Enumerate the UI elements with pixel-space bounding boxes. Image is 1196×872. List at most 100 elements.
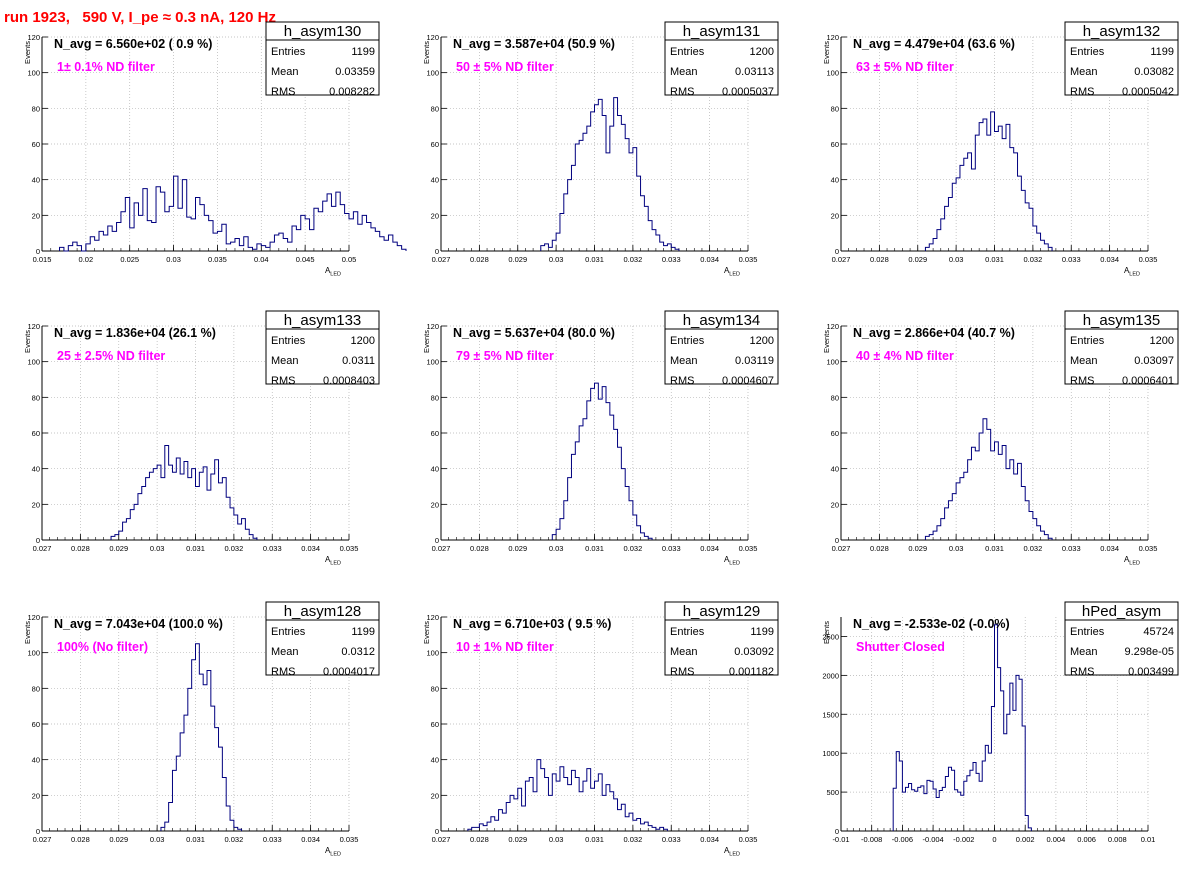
x-tick-label: 0.034 <box>301 544 320 553</box>
y-tick-label: 0 <box>36 536 40 545</box>
x-tick-label: 0.034 <box>700 835 719 844</box>
histogram-panel-h_asym135: 0.027 0.028 0.029 0.03 0.031 0.032 0.033 0.034 0… <box>822 310 1179 567</box>
x-tick-label: -0.004 <box>922 835 943 844</box>
stats-box <box>1064 601 1179 676</box>
y-tick-label: 60 <box>831 140 839 149</box>
x-tick-label: 0.033 <box>662 255 681 264</box>
x-tick-label: -0.006 <box>892 835 913 844</box>
stats-value: 0.0008403 <box>323 375 375 387</box>
y-axis-title: Events <box>422 41 431 64</box>
y-tick-label: 20 <box>431 500 439 509</box>
x-axis-title: ALED <box>1124 555 1140 567</box>
y-axis-title: Events <box>422 621 431 644</box>
stats-value: 0.03359 <box>335 66 375 78</box>
stats-label: RMS <box>1070 375 1094 387</box>
stats-label: Mean <box>271 646 299 658</box>
x-tick-label: 0.031 <box>186 544 205 553</box>
stats-value: 1200 <box>1150 335 1174 347</box>
x-tick-label: 0.035 <box>739 544 758 553</box>
y-tick-label: 0 <box>835 536 839 545</box>
y-tick-label: 40 <box>431 465 439 474</box>
filter-label: Shutter Closed <box>856 640 945 654</box>
histogram-panel-h_asym130: 0.015 0.02 0.025 0.03 0.035 0.04 0.045 0.05 0 20 4… <box>23 21 407 278</box>
y-tick-label: 100 <box>426 649 439 658</box>
y-tick-label: 80 <box>431 684 439 693</box>
x-tick-label: 0.035 <box>208 255 227 264</box>
y-tick-label: 80 <box>431 104 439 113</box>
y-tick-label: 120 <box>426 33 439 42</box>
stats-value: 0.0312 <box>341 646 375 658</box>
y-tick-label: 40 <box>32 756 40 765</box>
y-tick-label: 0 <box>435 827 439 836</box>
stats-label: Mean <box>1070 355 1098 367</box>
y-tick-label: 120 <box>27 322 40 331</box>
histogram-panel-h_asym134: 0.027 0.028 0.029 0.03 0.031 0.032 0.033 0.034 0… <box>422 310 779 567</box>
y-tick-label: 60 <box>32 429 40 438</box>
stats-label: Mean <box>271 355 299 367</box>
stats-value: 0.003499 <box>1128 666 1174 678</box>
y-tick-label: 100 <box>426 358 439 367</box>
x-tick-label: 0.025 <box>120 255 139 264</box>
y-tick-label: 20 <box>431 211 439 220</box>
x-tick-label: 0.032 <box>1023 255 1042 264</box>
x-tick-label: 0.01 <box>1141 835 1156 844</box>
x-tick-label: 0.006 <box>1077 835 1096 844</box>
x-tick-label: 0.027 <box>832 544 851 553</box>
stats-label: Entries <box>271 46 306 58</box>
y-tick-label: 2500 <box>822 632 839 641</box>
stats-label: Mean <box>670 646 698 658</box>
x-tick-label: 0.028 <box>870 255 889 264</box>
histogram-panel-h_asym128: 0.027 0.028 0.029 0.03 0.031 0.032 0.033 0.034 0… <box>23 601 380 858</box>
y-tick-label: 40 <box>32 465 40 474</box>
x-tick-label: 0.032 <box>224 544 243 553</box>
x-tick-label: 0.034 <box>1100 255 1119 264</box>
x-tick-label: 0.035 <box>739 255 758 264</box>
navg-label: N_avg = 3.587e+04 (50.9 %) <box>453 37 615 51</box>
y-tick-label: 60 <box>431 720 439 729</box>
y-tick-label: 20 <box>831 500 839 509</box>
y-tick-label: 40 <box>431 756 439 765</box>
x-tick-label: 0.032 <box>224 835 243 844</box>
stats-label: RMS <box>271 375 295 387</box>
y-axis-title: Events <box>822 41 831 64</box>
y-tick-label: 60 <box>431 140 439 149</box>
stats-label: Mean <box>1070 646 1098 658</box>
filter-label: 10 ± 1% ND filter <box>456 640 554 654</box>
stats-value: 0.0005042 <box>1122 86 1174 98</box>
navg-label: N_avg = 5.637e+04 (80.0 %) <box>453 326 615 340</box>
stats-value: 9.298e-05 <box>1124 646 1174 658</box>
filter-label: 40 ± 4% ND filter <box>856 349 954 363</box>
x-axis-title: ALED <box>325 555 341 567</box>
y-tick-label: 40 <box>831 465 839 474</box>
x-tick-label: 0.028 <box>71 544 90 553</box>
x-tick-label: 0.033 <box>1062 255 1081 264</box>
x-tick-label: 0.015 <box>33 255 52 264</box>
filter-label: 25 ± 2.5% ND filter <box>57 349 165 363</box>
stats-box <box>1064 310 1179 385</box>
stats-label: RMS <box>271 86 295 98</box>
x-tick-label: -0.01 <box>832 835 849 844</box>
y-tick-label: 40 <box>431 176 439 185</box>
stats-box <box>664 21 779 96</box>
x-tick-label: 0.027 <box>432 835 451 844</box>
y-tick-label: 120 <box>27 613 40 622</box>
stats-label: RMS <box>271 666 295 678</box>
stats-value: 1199 <box>1150 46 1174 58</box>
stats-box <box>265 310 380 385</box>
x-tick-label: 0.033 <box>263 544 282 553</box>
y-axis-title: Events <box>422 330 431 353</box>
stats-value: 0.0006401 <box>1122 375 1174 387</box>
histogram-panel-h_asym131: 0.027 0.028 0.029 0.03 0.031 0.032 0.033 0.034 0… <box>422 21 779 278</box>
x-tick-label: 0.031 <box>585 255 604 264</box>
histogram-series-h_asym131 <box>540 97 680 251</box>
y-tick-label: 120 <box>27 33 40 42</box>
x-tick-label: 0 <box>992 835 996 844</box>
stats-value: 0.001182 <box>729 666 774 678</box>
stats-label: RMS <box>670 375 694 387</box>
stats-label: RMS <box>670 666 694 678</box>
stats-value: 0.0004017 <box>323 666 375 678</box>
histogram-panel-h_asym132: 0.027 0.028 0.029 0.03 0.031 0.032 0.033 0.034 0… <box>822 21 1179 278</box>
x-tick-label: 0.034 <box>1100 544 1119 553</box>
histogram-series-hPed_asym <box>892 624 1032 831</box>
